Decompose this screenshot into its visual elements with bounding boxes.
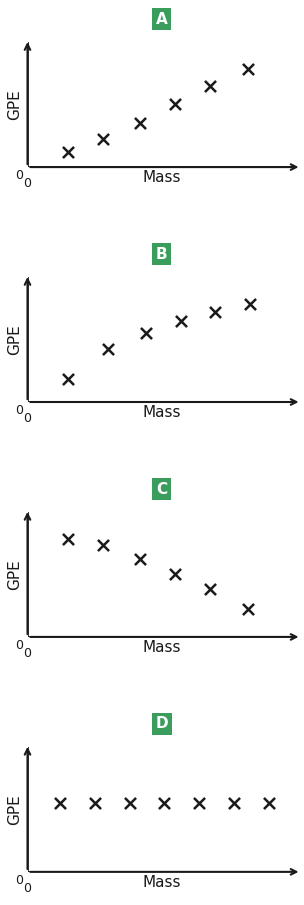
Point	[178, 313, 183, 328]
Point	[162, 795, 167, 810]
Text: 0: 0	[16, 639, 23, 653]
Text: 0: 0	[23, 412, 32, 424]
Y-axis label: GPE: GPE	[7, 324, 22, 355]
Text: 0: 0	[23, 176, 32, 190]
Point	[57, 795, 62, 810]
Point	[65, 532, 70, 547]
Point	[208, 79, 212, 93]
X-axis label: Mass: Mass	[143, 640, 181, 654]
Text: C: C	[156, 481, 167, 497]
X-axis label: Mass: Mass	[143, 405, 181, 420]
Point	[100, 538, 105, 553]
X-axis label: Mass: Mass	[143, 874, 181, 890]
Text: 0: 0	[23, 881, 32, 895]
Point	[173, 97, 178, 111]
Text: A: A	[156, 12, 168, 26]
Text: D: D	[155, 717, 168, 731]
Y-axis label: GPE: GPE	[7, 89, 22, 119]
Y-axis label: GPE: GPE	[7, 794, 22, 824]
Point	[267, 795, 271, 810]
Point	[105, 342, 110, 357]
Point	[65, 145, 70, 159]
Text: B: B	[156, 246, 168, 262]
Point	[138, 552, 143, 567]
Point	[143, 326, 148, 340]
Y-axis label: GPE: GPE	[7, 559, 22, 590]
Text: 0: 0	[16, 405, 23, 417]
Point	[100, 132, 105, 147]
Point	[197, 795, 202, 810]
Text: 0: 0	[23, 647, 32, 660]
Point	[213, 304, 218, 319]
X-axis label: Mass: Mass	[143, 170, 181, 185]
Point	[127, 795, 132, 810]
Point	[248, 297, 253, 311]
Text: 0: 0	[16, 169, 23, 182]
Point	[208, 582, 212, 596]
Point	[65, 372, 70, 386]
Point	[245, 62, 250, 77]
Point	[92, 795, 97, 810]
Point	[138, 116, 143, 130]
Point	[232, 795, 237, 810]
Text: 0: 0	[16, 874, 23, 887]
Point	[245, 602, 250, 616]
Point	[173, 567, 178, 582]
